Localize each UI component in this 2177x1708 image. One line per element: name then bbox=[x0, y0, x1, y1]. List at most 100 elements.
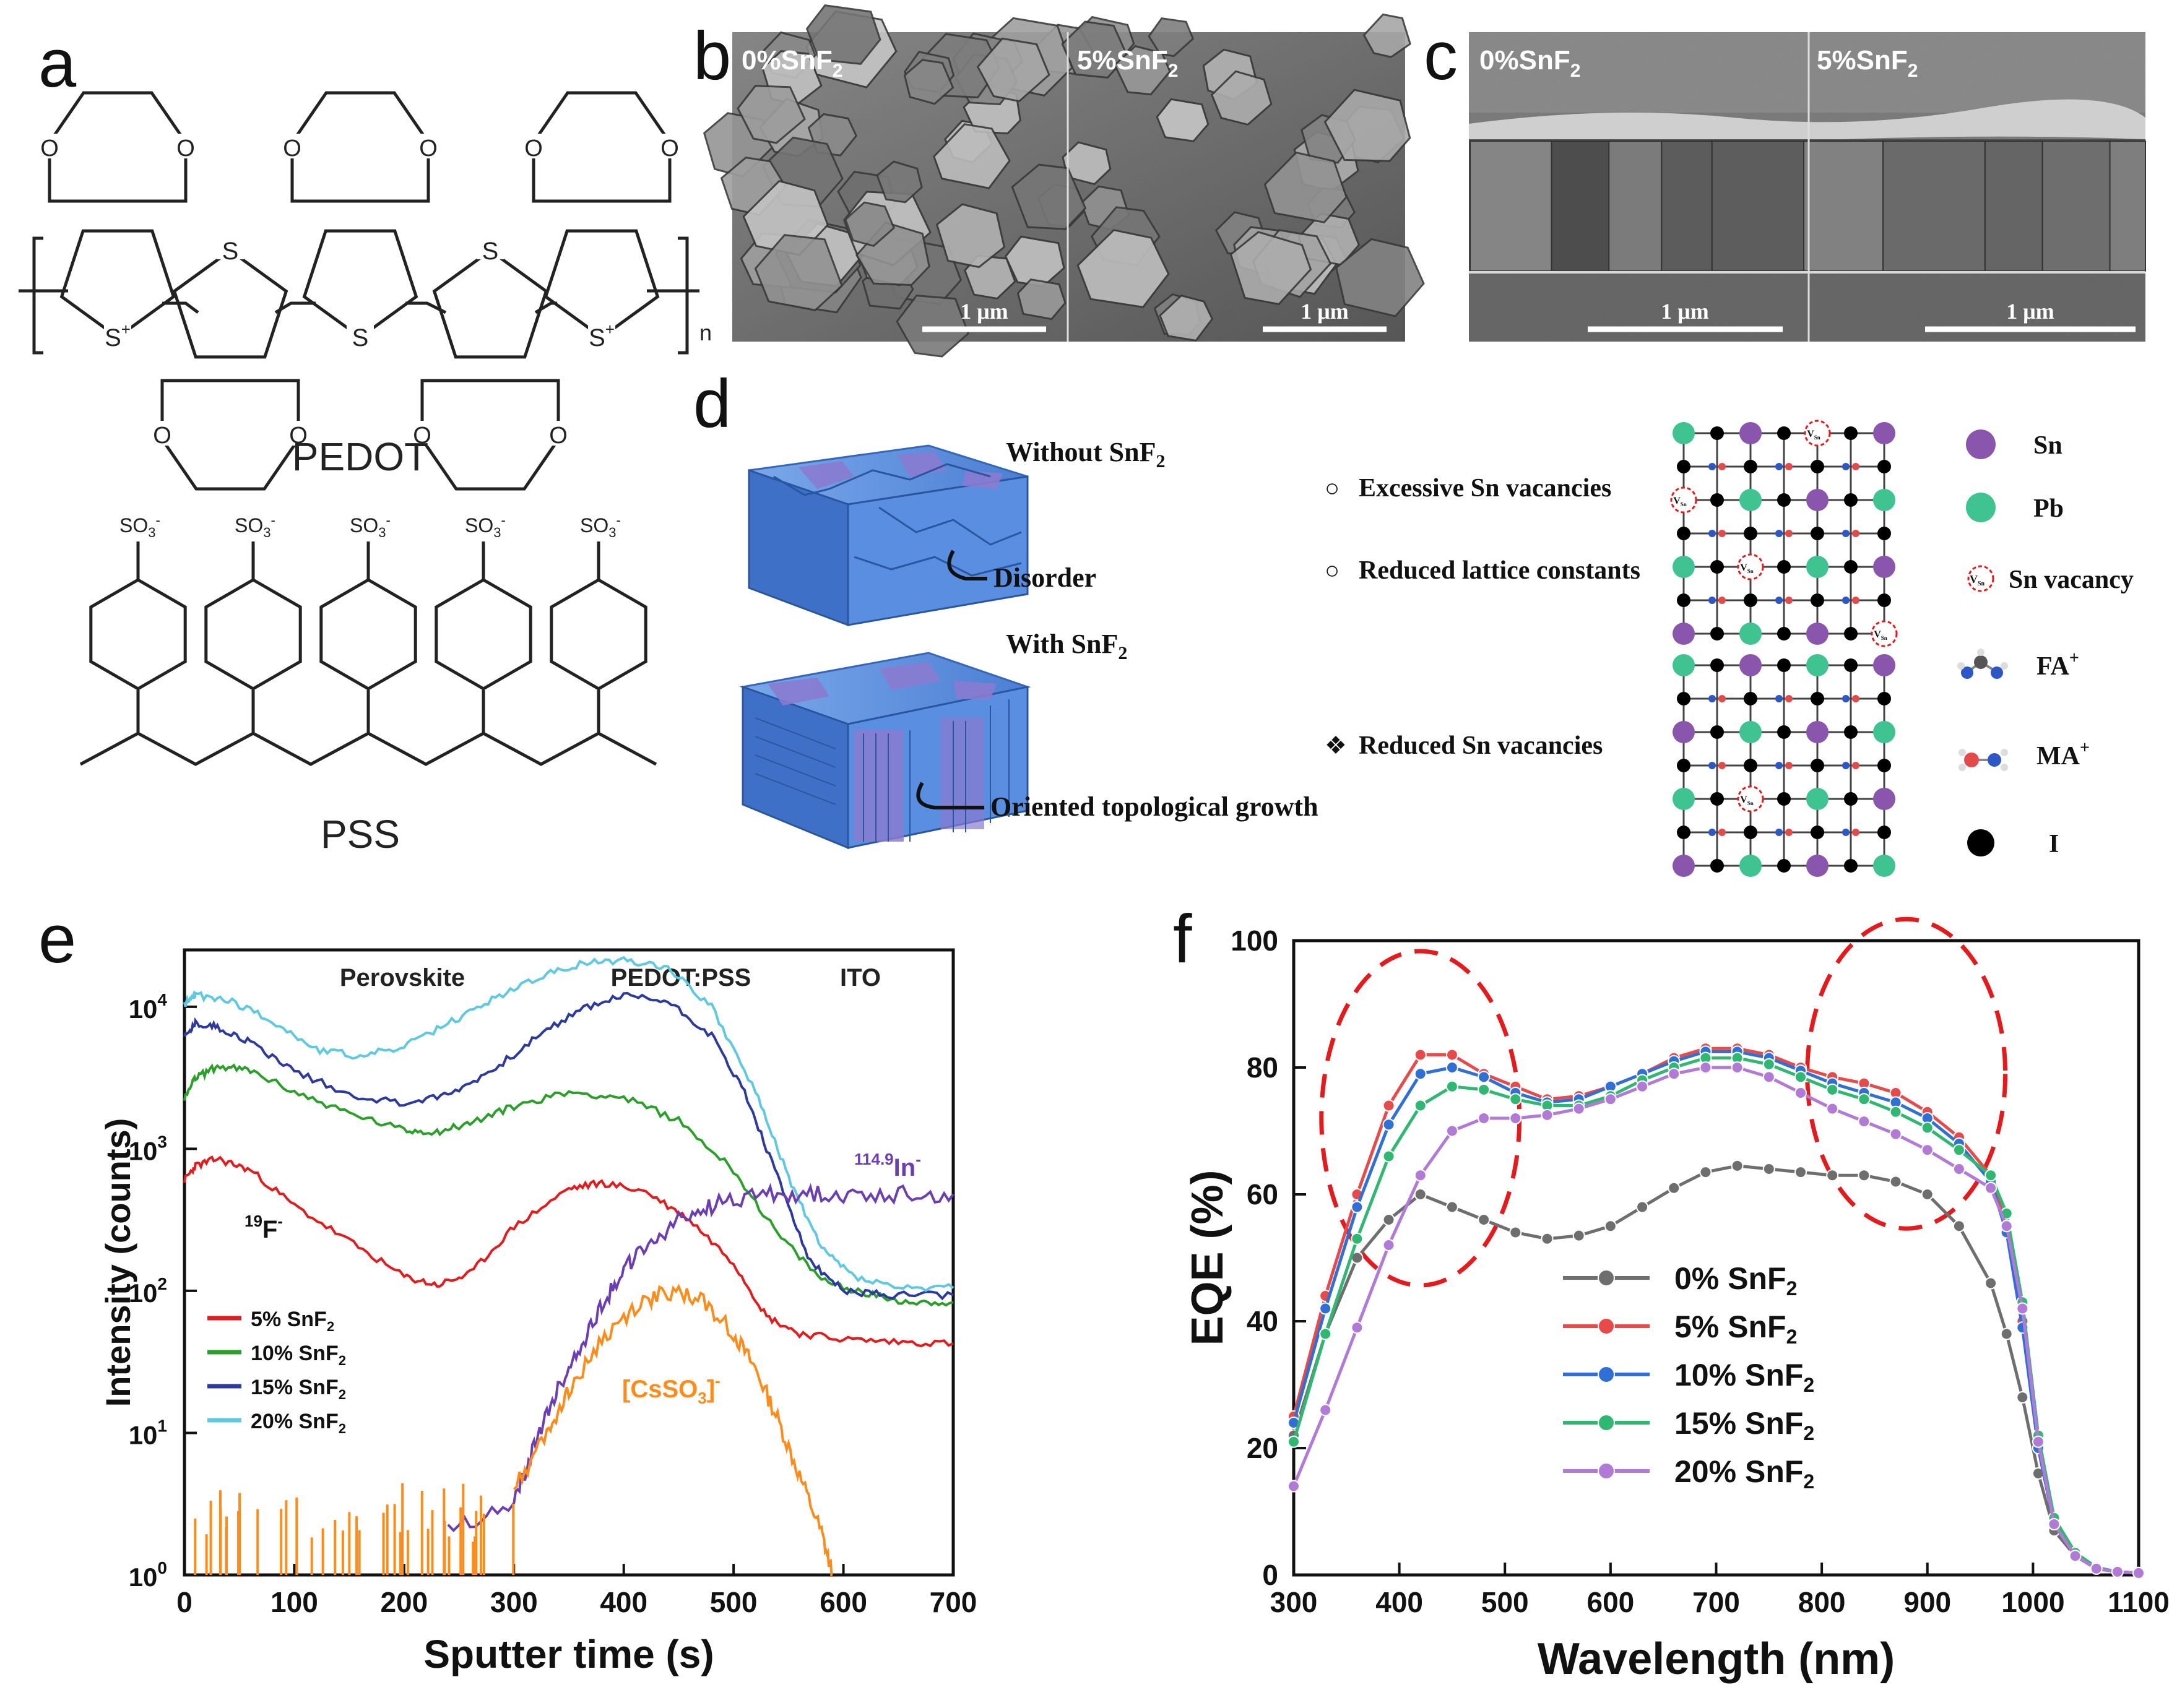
sem-c-left-label: 0%SnF2 bbox=[1479, 45, 1580, 81]
sem-column-grain bbox=[1803, 140, 1884, 272]
legend-entry: 15% SnF2 bbox=[251, 1376, 346, 1402]
bullet-excessive-vacancies: Excessive Sn vacancies bbox=[1359, 474, 1611, 502]
legend-marker bbox=[1598, 1414, 1615, 1431]
sulfur-atom-label: S bbox=[222, 238, 239, 265]
cation-molecule bbox=[1775, 463, 1783, 470]
iodine-atom bbox=[1844, 426, 1858, 440]
eqe-marker bbox=[2132, 1566, 2145, 1579]
panel-b-sem: 0%SnF2 5%SnF2 1 μm 1 μm bbox=[703, 4, 1425, 358]
eqe-marker bbox=[1478, 1214, 1491, 1226]
eqe-marker bbox=[1604, 1093, 1617, 1106]
dioxane-ring bbox=[290, 91, 430, 203]
iodine-atom bbox=[1777, 493, 1791, 507]
eqe-marker bbox=[1414, 1048, 1427, 1061]
cation-molecule bbox=[1708, 597, 1716, 604]
sulfonate-label: SO3- bbox=[350, 512, 391, 540]
y-tick-label: 60 bbox=[1247, 1178, 1278, 1210]
sem-column-grain bbox=[1711, 140, 1805, 272]
cation-molecule bbox=[1852, 463, 1859, 470]
eqe-marker bbox=[1889, 1175, 1902, 1188]
cation-molecule bbox=[1775, 695, 1783, 702]
x-tick-label: 700 bbox=[1692, 1586, 1740, 1618]
eqe-marker bbox=[1921, 1121, 1934, 1134]
iodine-atom bbox=[1777, 426, 1791, 440]
panel-d-schematic: Without SnF2 Disorder With SnF2 Oriented… bbox=[739, 420, 2134, 877]
iodine-atom bbox=[1811, 460, 1824, 473]
eqe-marker bbox=[1351, 1232, 1364, 1245]
x-tick-label: 500 bbox=[1481, 1586, 1529, 1618]
csso3-label: [CsSO3]- bbox=[622, 1371, 721, 1407]
oxygen-atom-label: O bbox=[283, 136, 301, 162]
iodine-atom bbox=[1811, 527, 1824, 540]
sem-grain bbox=[933, 123, 1011, 189]
label-without-snf2: Without SnF2 bbox=[1006, 437, 1166, 472]
iodine-atom bbox=[1710, 426, 1724, 440]
legend-marker bbox=[1598, 1462, 1615, 1480]
legend-marker bbox=[1598, 1366, 1615, 1383]
eqe-marker bbox=[1319, 1404, 1332, 1417]
pb-atom bbox=[1873, 489, 1895, 511]
iodine-atom bbox=[1777, 859, 1791, 873]
fluorine-label: 19F- bbox=[245, 1212, 283, 1243]
thiophene-ring bbox=[432, 248, 548, 359]
x-tick-label: 900 bbox=[1903, 1586, 1951, 1618]
legend-entry: 5% SnF2 bbox=[251, 1308, 334, 1334]
iodine-atom bbox=[1744, 759, 1757, 772]
sulfonate-label: SO3- bbox=[580, 512, 621, 540]
cation-molecule bbox=[1775, 597, 1783, 604]
sem-column-grain bbox=[1608, 140, 1663, 272]
iodine-atom bbox=[1744, 692, 1757, 705]
sem-grain bbox=[1061, 20, 1128, 79]
sn-atom bbox=[1873, 556, 1895, 578]
eqe-marker bbox=[1921, 1144, 1934, 1157]
eqe-marker bbox=[1382, 1214, 1395, 1226]
eqe-marker bbox=[1826, 1102, 1839, 1115]
thiophene-ring bbox=[172, 248, 288, 359]
cation-molecule bbox=[1718, 829, 1726, 836]
eqe-marker bbox=[1858, 1093, 1871, 1106]
iodine-atom bbox=[1844, 859, 1858, 873]
bullet-reduced-lattice: Reduced lattice constants bbox=[1359, 556, 1640, 585]
cation-molecule bbox=[1718, 530, 1726, 537]
sem-grain bbox=[737, 85, 806, 144]
eqe-marker bbox=[1445, 1124, 1458, 1137]
indium-label: 114.9In- bbox=[854, 1150, 921, 1181]
eqe-marker bbox=[2069, 1550, 2082, 1563]
pb-atom bbox=[1739, 489, 1762, 511]
pb-atom bbox=[1806, 556, 1829, 578]
y-tick-label: 100 bbox=[129, 1558, 167, 1592]
iodine-atom bbox=[1677, 527, 1690, 540]
eqe-marker bbox=[1541, 1232, 1554, 1245]
iodine-atom bbox=[1710, 658, 1724, 672]
sem-column-grain bbox=[1551, 140, 1610, 272]
sem-grain bbox=[754, 234, 843, 312]
eqe-marker bbox=[1952, 1163, 1965, 1175]
plot-frame-e bbox=[183, 948, 955, 1577]
sn-vacancy-site bbox=[1804, 420, 1831, 447]
cation-molecule bbox=[1785, 597, 1793, 604]
sulfonate-label: SO3- bbox=[119, 512, 160, 540]
oxygen-atom-label: O bbox=[176, 136, 195, 162]
sem-grain bbox=[805, 4, 881, 65]
sem-grain bbox=[896, 295, 970, 358]
pb-atom bbox=[1739, 623, 1762, 645]
eqe-marker bbox=[1826, 1169, 1839, 1182]
iodine-atom bbox=[1677, 460, 1690, 473]
sem-grain bbox=[1148, 17, 1195, 58]
eqe-marker bbox=[1952, 1220, 1965, 1233]
cation-molecule bbox=[1852, 829, 1859, 836]
cation-molecule bbox=[1852, 597, 1859, 604]
eqe-marker bbox=[1984, 1277, 1997, 1290]
iodine-atom bbox=[1844, 627, 1858, 640]
eqe-marker bbox=[1288, 1480, 1300, 1493]
x-tick-label: 600 bbox=[1587, 1586, 1635, 1618]
x-axis-title: Wavelength (nm) bbox=[1538, 1634, 1895, 1684]
ma-molecule-icon bbox=[1958, 749, 2008, 771]
oxygen-atom-label: O bbox=[660, 136, 679, 162]
iodine-atom bbox=[1844, 658, 1858, 672]
cation-molecule bbox=[1708, 463, 1716, 470]
pb-atom bbox=[1739, 721, 1762, 743]
iodine-atom bbox=[1777, 725, 1791, 739]
lattice-reduced-vacancies: VSn bbox=[1673, 654, 1895, 877]
bullet-open-2: ○ bbox=[1325, 557, 1340, 584]
